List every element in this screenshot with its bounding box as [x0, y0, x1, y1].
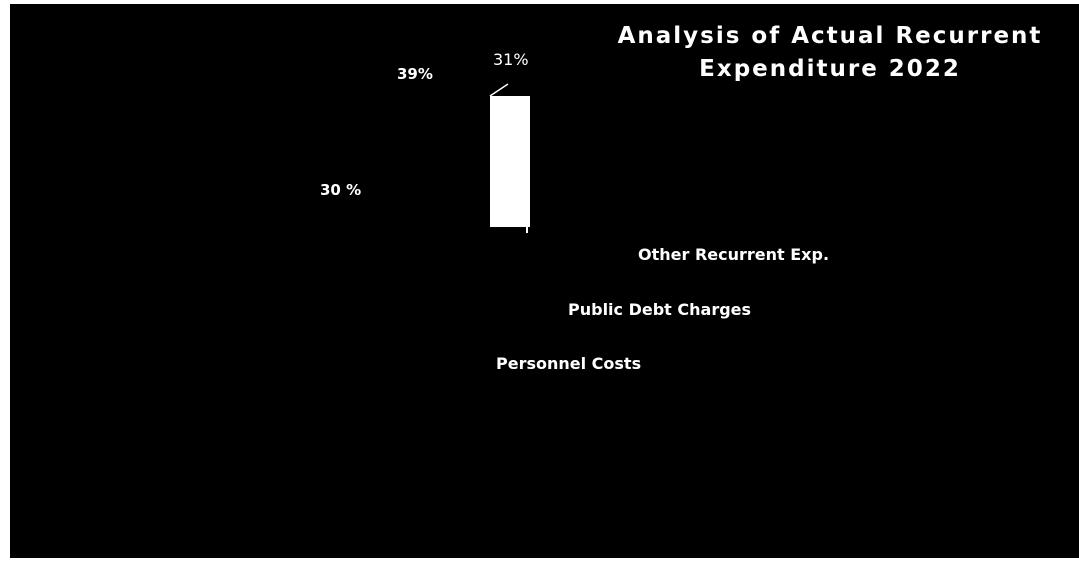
- pie-chart: [489, 83, 530, 233]
- pie-slice-other-recurrent-edge: [526, 209, 528, 233]
- leader-line-other-recurrent: [489, 83, 509, 97]
- category-label-public-debt: Public Debt Charges: [568, 300, 752, 319]
- data-label-public-debt: 39%: [397, 65, 433, 83]
- category-label-other-recurrent: Other Recurrent Exp.: [638, 245, 830, 264]
- pie-slice-other-recurrent: [490, 96, 530, 227]
- chart-title-line-1: Analysis of Actual Recurrent: [617, 23, 1043, 49]
- data-label-personnel: 30 %: [320, 181, 362, 199]
- data-label-other-recurrent: 31%: [493, 50, 529, 69]
- chart-title: Analysis of Actual Recurrent Expenditure…: [570, 20, 1079, 86]
- chart-canvas: Analysis of Actual Recurrent Expenditure…: [10, 4, 1079, 558]
- category-label-personnel: Personnel Costs: [496, 354, 642, 373]
- chart-title-line-2: Expenditure 2022: [699, 56, 961, 82]
